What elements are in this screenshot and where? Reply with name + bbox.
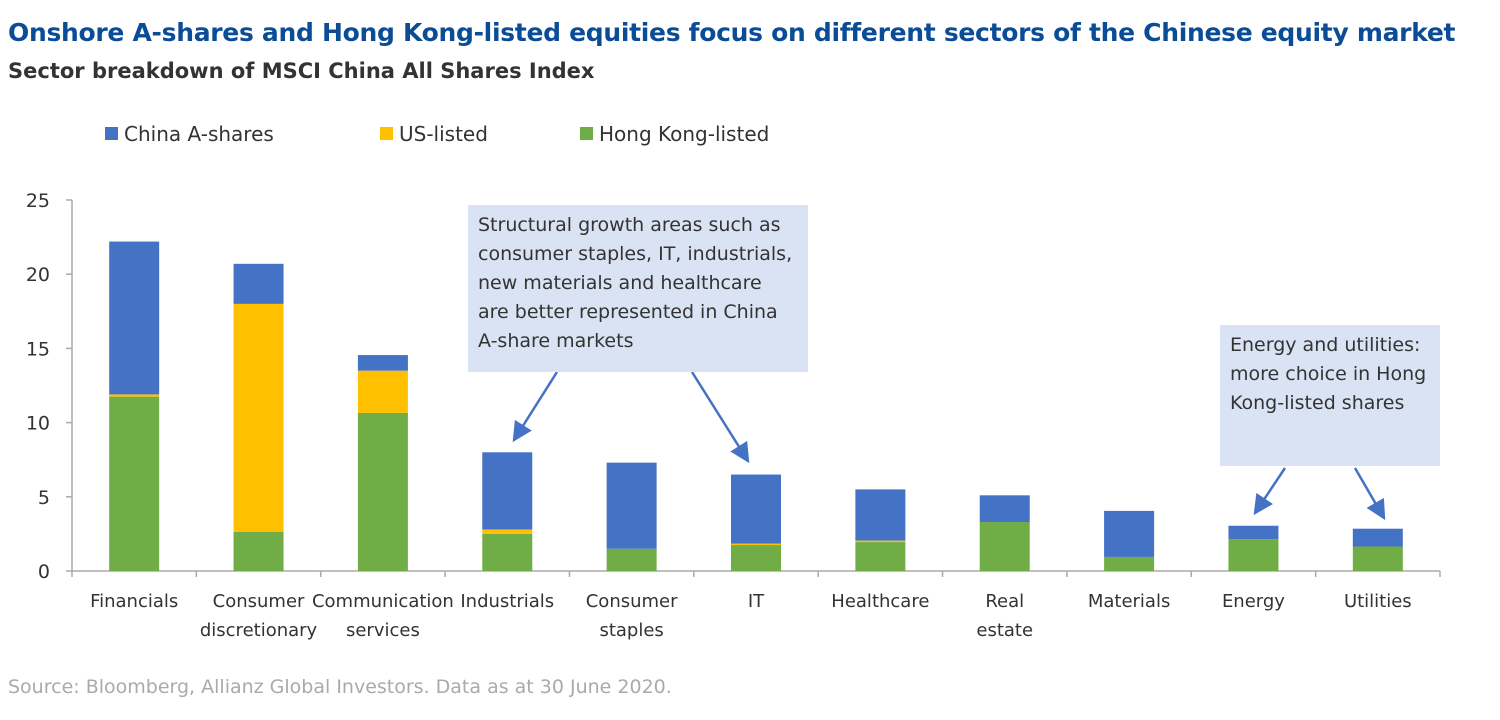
bar-segment [233,263,284,304]
bar-segment [357,370,408,413]
x-tick-label: Communication [312,591,454,612]
bar-segment [109,396,160,571]
x-tick-label: estate [976,620,1033,641]
bar-segment [731,543,781,546]
x-tick-label: staples [599,620,663,641]
legend-swatch [580,127,593,140]
bar-segment [1228,525,1279,540]
x-tick-label: Utilities [1344,591,1412,612]
annotation-arrow [1353,467,1386,521]
bar-segment [731,474,781,544]
x-tick-label: Industrials [460,591,554,612]
x-tick-label: Materials [1088,591,1171,612]
bar-segment [482,452,533,530]
bar-segment [1352,546,1403,571]
x-tick-label: Energy [1222,591,1285,612]
chart-title: Onshore A-shares and Hong Kong-listed eq… [8,18,1456,47]
y-tick-label: 5 [38,487,50,509]
bar-segment [1352,528,1403,547]
bar-segment [357,355,408,371]
bar-segment [606,462,657,549]
bar-segment [979,522,1030,571]
legend-label: Hong Kong-listed [599,122,769,146]
bar-segment [855,489,906,541]
legend-label: China A-shares [124,122,274,146]
source-note: Source: Bloomberg, Allianz Global Invest… [8,676,672,698]
chart-subtitle: Sector breakdown of MSCI China All Share… [8,59,595,83]
y-tick-label: 0 [38,561,50,583]
legend-swatch [105,127,118,140]
y-tick-label: 25 [26,190,50,212]
legend-label: US-listed [399,122,488,146]
x-tick-label: Consumer [586,591,678,612]
bar-segment [1104,556,1155,571]
bar-segment [109,394,160,397]
bar-segment [357,412,408,571]
annotation-arrow [512,371,559,443]
x-tick-label: discretionary [200,620,318,641]
annotation-arrow [690,371,750,464]
bar-segment [233,303,284,532]
y-tick-label: 20 [26,264,50,286]
bar-segment [979,495,1030,523]
annotation-energy-utilities: Energy and utilities: more choice in Hon… [1220,325,1440,466]
bar-segment [482,529,533,534]
bar-segment [606,548,657,571]
annotation-growth-areas: Structural growth areas such as consumer… [468,205,808,372]
x-tick-label: Real [985,591,1024,612]
x-tick-label: Healthcare [831,591,929,612]
bar-segment [1104,510,1155,557]
bar-segment [731,545,781,571]
bar-segment [109,241,160,395]
bar-segment [1228,539,1279,571]
legend-swatch [380,127,393,140]
x-tick-label: Consumer [213,591,305,612]
bar-segment [855,542,906,571]
y-tick-label: 10 [26,413,50,435]
x-tick-label: IT [748,591,765,612]
bar-segment [482,533,533,571]
x-tick-label: services [346,620,420,641]
annotation-arrow [1253,467,1287,516]
bar-segment [855,540,906,543]
x-tick-label: Financials [90,591,178,612]
bar-segment [233,531,284,571]
y-tick-label: 15 [26,338,50,360]
